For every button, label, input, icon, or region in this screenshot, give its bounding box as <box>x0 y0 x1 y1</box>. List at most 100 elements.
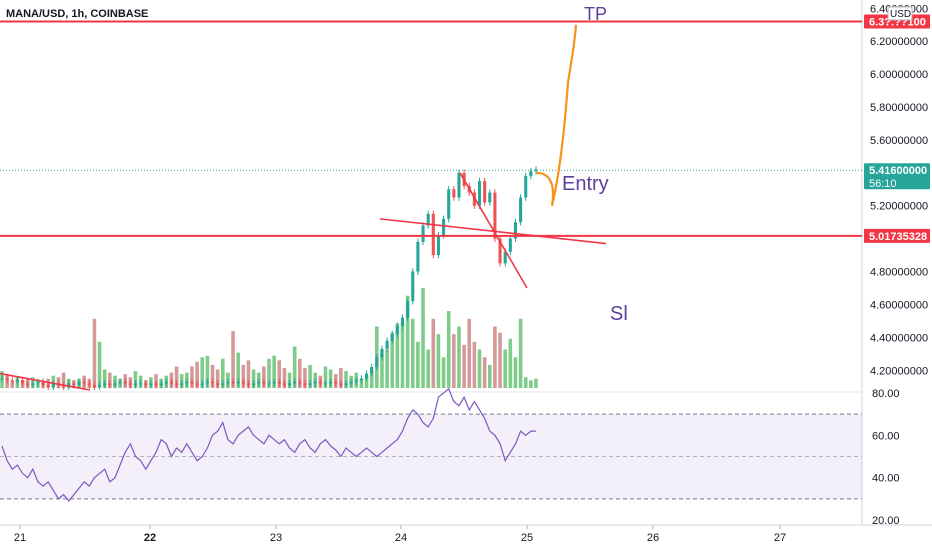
tp-price-tag <box>864 14 930 29</box>
candle-body <box>200 383 204 386</box>
volume-bar <box>405 295 410 388</box>
candle-body <box>20 380 25 384</box>
candle-body <box>246 383 251 386</box>
candle-body <box>169 381 173 384</box>
currency-box <box>887 6 913 21</box>
volume-bar <box>298 358 302 388</box>
candle-body <box>334 381 338 384</box>
time-tick-label: 22 <box>144 532 156 544</box>
candle-body <box>452 189 456 198</box>
candle-body <box>293 381 297 384</box>
volume-bar <box>92 318 97 388</box>
volume-bar <box>518 318 523 388</box>
trend-line <box>0 372 91 391</box>
candle-body <box>519 197 523 223</box>
candle-body <box>236 381 240 384</box>
candle-body <box>442 218 446 236</box>
volume-bar <box>472 341 477 388</box>
volume-bar <box>339 368 343 388</box>
candle-body <box>349 381 353 384</box>
volume-bar <box>102 369 107 388</box>
volume-bar <box>195 361 199 388</box>
candle-body <box>498 238 502 264</box>
time-tick-label: 21 <box>14 532 26 544</box>
candle-body <box>329 381 333 384</box>
candle-body <box>108 383 112 386</box>
candle-body <box>133 383 138 386</box>
candle-body <box>262 381 266 384</box>
volume-bar <box>190 366 194 388</box>
volume-bar <box>513 357 518 388</box>
candle-body <box>313 381 317 384</box>
candle-body <box>31 383 35 386</box>
candle-body <box>370 366 374 374</box>
candle-body <box>477 181 482 206</box>
candle-body <box>421 225 425 242</box>
candle-body <box>431 213 435 256</box>
candle-body <box>411 271 415 302</box>
candle-body <box>195 383 199 386</box>
candle-body <box>154 383 158 386</box>
volume-bar <box>246 360 251 388</box>
volume-bar <box>241 364 246 388</box>
volume-bar <box>493 326 497 388</box>
time-tick-label: 26 <box>647 532 659 544</box>
volume-bar <box>441 357 446 388</box>
volume-bar <box>421 288 425 388</box>
candle-body <box>226 381 230 384</box>
candle-body <box>472 192 476 206</box>
candle-body <box>513 222 518 239</box>
volume-bar <box>436 334 441 388</box>
current-price-tag <box>864 163 930 190</box>
candle-body <box>375 357 379 367</box>
candle-body <box>406 301 410 318</box>
volume-bar <box>534 378 538 388</box>
time-tick-label: 27 <box>774 532 786 544</box>
volume-bar <box>251 369 256 388</box>
candle-body <box>298 381 302 384</box>
volume-bar <box>395 323 400 388</box>
symbol-title: MANA/USD, 1h, COINBASE <box>6 8 149 20</box>
candle-body <box>180 383 184 386</box>
candle-body <box>216 383 220 386</box>
annotation-sl: Sl <box>610 303 628 325</box>
candle-body <box>221 383 225 386</box>
candle-body <box>98 385 102 387</box>
volume-bar <box>133 371 138 388</box>
candle-body <box>10 380 14 382</box>
price-tick-label: 5.60000000 <box>870 135 928 147</box>
candle-body <box>92 385 96 387</box>
candle-body <box>15 380 19 382</box>
volume-bar <box>200 357 205 388</box>
volume-bar <box>487 364 492 388</box>
price-tick-label: 4.40000000 <box>870 332 928 344</box>
volume-bar <box>508 338 513 388</box>
candle-body <box>354 380 358 382</box>
channel-upper-line <box>379 218 607 245</box>
candle-body <box>447 189 451 219</box>
volume-bar <box>277 360 282 388</box>
candle-body <box>139 383 143 385</box>
candle-body <box>380 348 384 358</box>
candle-body <box>205 381 209 384</box>
volume-bar <box>231 331 235 388</box>
volume-bar <box>457 326 461 388</box>
volume-bar <box>503 349 507 388</box>
candle-body <box>272 381 276 384</box>
candle-body <box>26 383 30 386</box>
candle-body <box>149 383 153 386</box>
candle-body <box>51 383 55 387</box>
candle-body <box>339 383 343 386</box>
price-tick-label: 4.20000000 <box>870 365 928 377</box>
volume-bar <box>452 334 456 388</box>
candle-body <box>323 383 328 385</box>
volume-bar <box>323 366 328 388</box>
volume-bar <box>215 369 220 388</box>
current-price-tag-text: 5.41600000 <box>869 165 927 177</box>
candle-body <box>144 383 148 386</box>
volume-bar <box>205 355 210 388</box>
candle-body <box>524 176 528 198</box>
candle-body <box>483 181 487 203</box>
